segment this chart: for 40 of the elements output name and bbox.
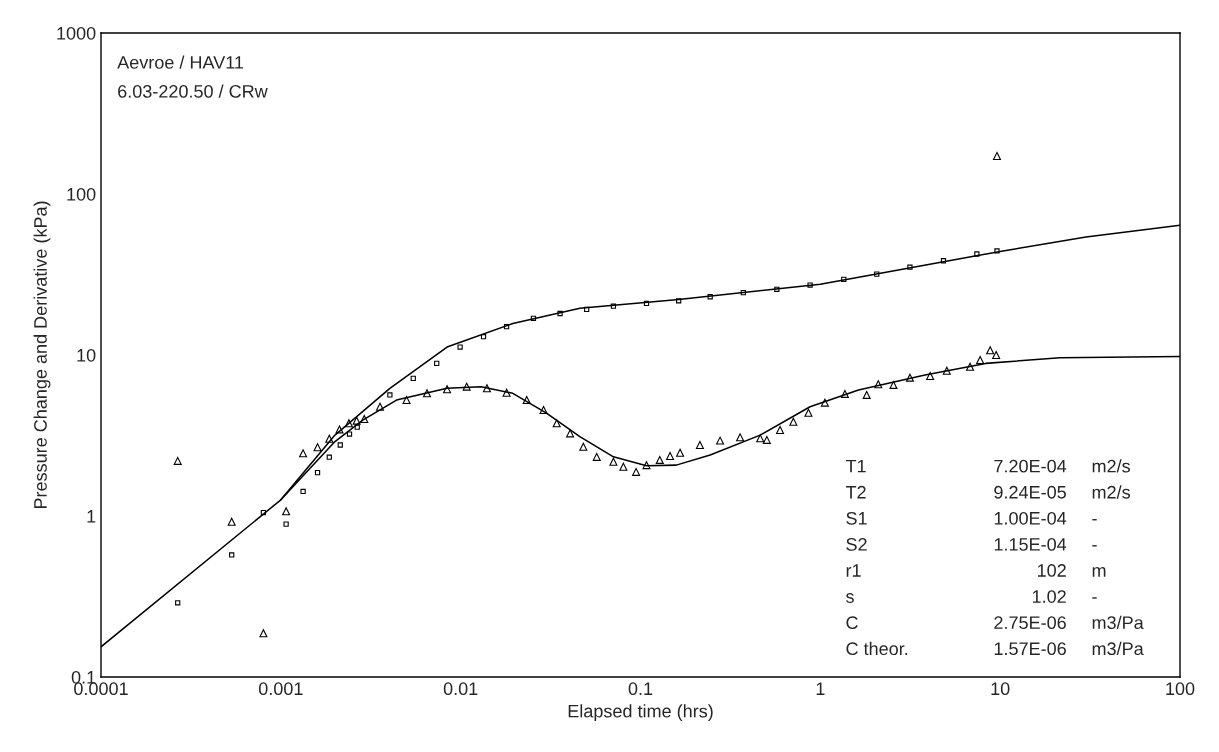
- x-tick-label: 0.01: [443, 682, 478, 696]
- annotation: S2: [846, 538, 867, 551]
- x-tick-label: 100: [1166, 682, 1195, 696]
- annotation: S1: [846, 511, 867, 525]
- annotation: m2/s: [1092, 485, 1130, 499]
- y-tick-label: 10: [77, 348, 96, 362]
- annotation: -: [1092, 545, 1097, 547]
- annotation: m2/s: [1092, 459, 1130, 473]
- x-tick-label: 0.1: [628, 682, 653, 696]
- annotation: -: [1092, 597, 1097, 599]
- annotation: 2.75E-06: [994, 616, 1066, 630]
- annotation: r1: [846, 564, 861, 577]
- annotation: 9.24E-05: [994, 485, 1066, 499]
- annotation: 6.03-220.50 / CRw: [118, 84, 268, 98]
- annotation: m3/Pa: [1092, 641, 1144, 656]
- annotation: T1: [845, 459, 866, 473]
- annotation: 1.00E-04: [994, 511, 1067, 525]
- x-tick-label: 0.001: [258, 682, 303, 696]
- annotation: s: [846, 593, 854, 603]
- y-axis-title: Pressure Change and Derivative (kPa): [33, 201, 51, 509]
- annotation: 1.15E-04: [994, 538, 1067, 551]
- annotation: T2: [845, 485, 866, 499]
- annotation: 1.57E-06: [994, 642, 1066, 656]
- y-tick-label: 1: [87, 510, 96, 523]
- x-tick-label: 10: [991, 682, 1010, 696]
- x-tick-label: 0.0001: [74, 682, 128, 696]
- annotation: 1.02: [1032, 590, 1066, 603]
- annotation: -: [1092, 519, 1097, 521]
- annotation: C: [846, 616, 858, 630]
- y-tick-label: 1000: [57, 26, 96, 40]
- x-tick-label: 1: [816, 682, 825, 695]
- y-tick-label: 100: [67, 187, 96, 201]
- x-axis-title: Elapsed time (hrs): [568, 704, 713, 722]
- annotation: Aevroe / HAV11: [117, 55, 244, 69]
- y-tick-label: 0.1: [71, 670, 96, 684]
- annotation: 7.20E-04: [994, 459, 1067, 473]
- annotation: m: [1092, 566, 1106, 577]
- annotation: 102: [1037, 564, 1066, 577]
- annotation: m3/Pa: [1092, 615, 1144, 630]
- annotation: C theor.: [846, 641, 908, 656]
